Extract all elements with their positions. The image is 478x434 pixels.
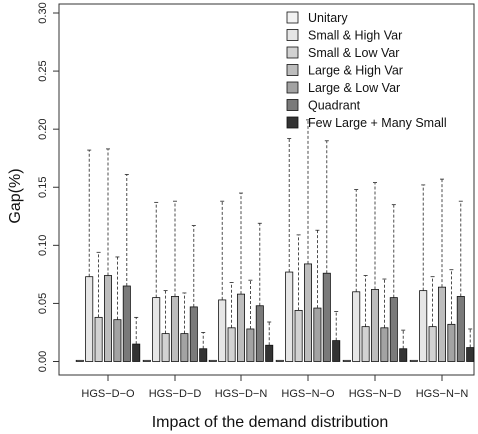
bar bbox=[333, 341, 340, 362]
legend-label: Large & High Var bbox=[308, 64, 403, 78]
y-tick-label: 0.10 bbox=[37, 235, 49, 256]
bar bbox=[353, 292, 360, 362]
bar bbox=[276, 360, 283, 361]
x-tick-label: HGS−D−D bbox=[149, 388, 202, 400]
legend-swatch bbox=[287, 100, 298, 111]
x-axis: HGS−D−O HGS−D−D HGS−D−N HGS−N−O HGS−N−D HGS−N… bbox=[81, 375, 468, 400]
x-tick-label: HGS−N−O bbox=[281, 388, 335, 400]
error-bar-group bbox=[87, 120, 472, 349]
y-tick-label: 0.15 bbox=[37, 177, 49, 198]
bar bbox=[162, 334, 169, 362]
legend-swatch bbox=[287, 47, 298, 58]
legend-swatch bbox=[287, 82, 298, 93]
bar bbox=[438, 287, 445, 361]
x-tick-label: HGS−D−N bbox=[215, 388, 268, 400]
bar bbox=[420, 291, 427, 362]
legend-swatch bbox=[287, 12, 298, 23]
bar bbox=[304, 264, 311, 362]
bar bbox=[104, 276, 111, 362]
bar bbox=[429, 327, 436, 362]
legend: Unitary Small & High Var Small & Low Var La… bbox=[287, 11, 447, 130]
bar bbox=[390, 298, 397, 362]
legend-label: Quadrant bbox=[308, 99, 361, 113]
bar bbox=[181, 334, 188, 362]
bar bbox=[266, 345, 273, 361]
bar bbox=[448, 324, 455, 361]
x-tick-label: HGS−N−N bbox=[416, 388, 469, 400]
y-axis-title: Gap(%) bbox=[7, 168, 24, 223]
bar-series-group bbox=[76, 264, 474, 362]
y-tick-label: 0.00 bbox=[37, 351, 49, 372]
bar bbox=[190, 307, 197, 362]
bar bbox=[410, 360, 417, 361]
bar bbox=[114, 320, 121, 362]
x-tick-label: HGS−N−D bbox=[349, 388, 402, 400]
bar bbox=[171, 296, 178, 361]
legend-label: Few Large + Many Small bbox=[308, 116, 447, 130]
bar bbox=[400, 349, 407, 362]
x-axis-title: Impact of the demand distribution bbox=[152, 414, 389, 431]
bar bbox=[247, 329, 254, 362]
bar bbox=[237, 294, 244, 361]
bar bbox=[295, 310, 302, 361]
bar bbox=[209, 360, 216, 361]
bar bbox=[381, 328, 388, 362]
bar bbox=[323, 273, 330, 361]
bar bbox=[76, 360, 83, 361]
legend-label: Large & Low Var bbox=[308, 81, 400, 95]
bar bbox=[314, 308, 321, 361]
bar bbox=[86, 277, 93, 362]
bar bbox=[286, 272, 293, 361]
bar bbox=[256, 306, 263, 362]
bar bbox=[143, 360, 150, 361]
y-tick-label: 0.20 bbox=[37, 118, 49, 139]
bar bbox=[371, 289, 378, 361]
bar bbox=[200, 349, 207, 362]
y-tick-label: 0.25 bbox=[37, 60, 49, 81]
legend-swatch bbox=[287, 117, 298, 128]
bar bbox=[133, 344, 140, 361]
bar bbox=[219, 300, 226, 362]
bar bbox=[467, 348, 474, 362]
legend-label: Small & High Var bbox=[308, 29, 402, 43]
bar bbox=[123, 286, 130, 362]
legend-label: Small & Low Var bbox=[308, 46, 399, 60]
legend-label: Unitary bbox=[308, 11, 348, 25]
y-tick-label: 0.05 bbox=[37, 293, 49, 314]
y-tick-label: 0.30 bbox=[37, 2, 49, 23]
bar bbox=[362, 327, 369, 362]
bar bbox=[343, 360, 350, 361]
legend-swatch bbox=[287, 65, 298, 76]
bar bbox=[95, 317, 102, 361]
bar bbox=[228, 328, 235, 362]
y-axis: 0.00 0.05 0.10 0.15 0.20 0.25 0.30 bbox=[37, 2, 59, 372]
legend-swatch bbox=[287, 30, 298, 41]
bar bbox=[457, 296, 464, 361]
bar bbox=[153, 298, 160, 362]
x-tick-label: HGS−D−O bbox=[81, 388, 135, 400]
